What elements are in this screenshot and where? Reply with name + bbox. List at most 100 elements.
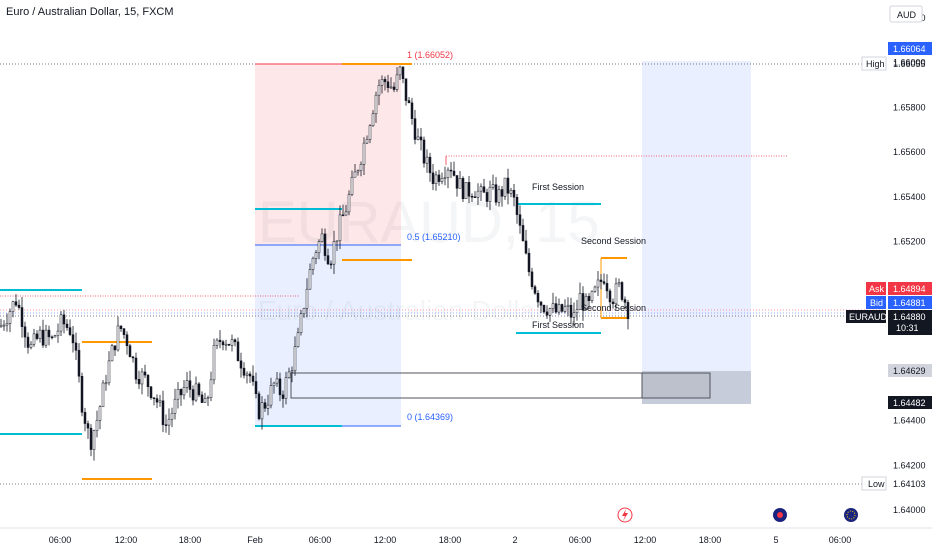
candle-body [377,85,381,96]
candle-body [158,400,162,403]
candle-body [143,371,147,376]
candle-body [245,373,249,376]
candle-body [266,404,270,409]
candle-body [98,406,102,421]
candle-body [521,225,525,242]
candle-body [485,192,489,202]
candle-body [614,283,618,305]
fib-label-0: 0 (1.64369) [407,412,453,422]
bid-label: Bid [870,298,883,308]
candle-body [35,333,39,339]
candle-body [20,307,24,328]
time-tick-label: 18:00 [699,535,722,545]
candle-body [8,311,12,324]
candle-body [533,286,537,294]
currency-box[interactable] [889,5,923,23]
candle-body [539,301,543,306]
candle-body [0,324,3,327]
ask-label-box [866,282,886,295]
candle-body [257,393,261,420]
candle-body [362,142,366,165]
candle-body [5,323,9,326]
candle-body [482,186,486,193]
candle-body [440,178,444,182]
fib-label-05: 0.5 (1.65210) [407,232,461,242]
candle-body [269,385,273,406]
candle-body [323,233,327,256]
price-tick-label: 1.66000 [893,58,926,68]
candle-body [413,118,417,140]
watermark-name: Euro / Australian Dollar [258,295,544,326]
candle-body [593,286,597,292]
ask-price-value: 1.64894 [893,284,926,294]
eu-flag-icon[interactable] [844,508,858,522]
candle-body [359,164,363,171]
candle-body [209,379,213,398]
candle-body [308,269,312,290]
candle-body [17,304,21,308]
candle-body [569,304,573,318]
candle-body [437,174,441,182]
price-axis[interactable] [886,0,932,528]
lightning-event-icon[interactable] [617,507,633,523]
candle-body [77,350,81,377]
candle-body [38,329,42,339]
ask-price-badge [888,282,932,295]
candle-body [443,177,447,179]
candle-body [26,336,30,348]
candle-body [104,382,108,385]
candle-body [224,343,228,346]
candle-body [356,170,360,173]
candle-body [584,295,588,311]
candle-body [578,293,582,310]
candle-body [191,389,195,401]
candle-body [206,397,210,399]
candle-body [332,241,336,265]
candle-body [548,308,552,316]
candle-body [347,194,351,213]
candle-body [41,329,45,346]
candle-body [53,335,57,338]
candle-body [293,346,297,372]
last-price-badge [888,310,932,335]
candle-body [368,125,372,140]
candle-body [608,290,612,303]
candle-body [134,357,138,380]
candle-body [386,81,390,88]
candle-body [263,402,267,409]
time-axis[interactable]: 06:00 12:00 18:00 Feb 06:00 12:00 18:00 2 06:00 1… [49,535,852,545]
projection-zone [642,61,751,404]
candle-body [74,342,78,351]
chart-symbol-title[interactable]: Euro / Australian Dollar, 15, FXCM [6,6,174,18]
candle-body [101,382,105,407]
time-tick-label: 2 [512,535,517,545]
candle-body [65,323,69,328]
candle-body [374,94,378,115]
time-tick-label: 18:00 [179,535,202,545]
candle-body [176,389,180,400]
candle-body [161,400,165,425]
australia-flag-icon[interactable] [773,508,787,522]
watermark-symbol: EURAUD, 15 [258,190,600,255]
candle-body [14,301,18,306]
candle-body [326,255,330,265]
low-value: 1.64103 [893,479,926,489]
candle-body [305,288,309,309]
candle-body [62,314,66,325]
candle-body [542,305,546,313]
candle-body [71,334,75,344]
bar-countdown: 10:31 [896,323,919,333]
candle-body [128,345,132,358]
candle-body [272,382,276,386]
candle-body [470,195,474,198]
candle-body [428,156,432,174]
candle-body [92,430,96,450]
candle-body [365,139,369,144]
candle-body [197,383,201,396]
candle-body [389,86,393,89]
candle-body [122,328,126,335]
candle-body [302,308,306,315]
candle-body [434,174,438,184]
second-session-label-2: Second Session [581,303,646,313]
